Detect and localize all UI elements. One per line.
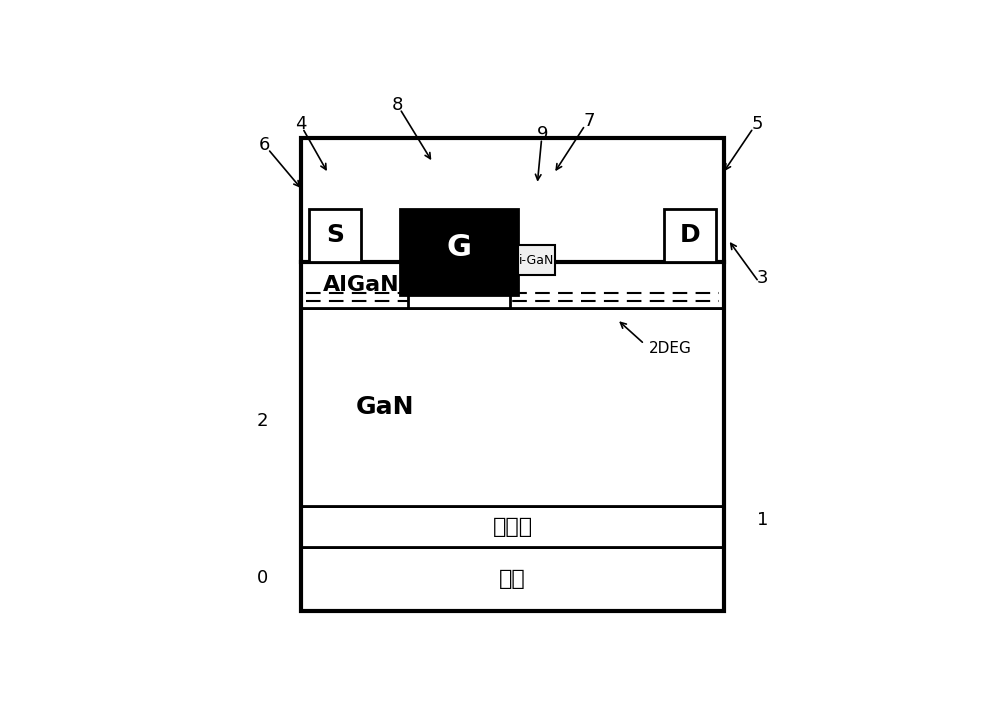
Text: 3: 3 — [757, 269, 768, 287]
Text: GaN: GaN — [356, 396, 414, 419]
Text: S: S — [326, 223, 344, 248]
Bar — [309, 209, 361, 261]
Bar — [301, 261, 724, 308]
Text: 9: 9 — [537, 125, 548, 143]
Text: 1: 1 — [757, 511, 768, 529]
Bar — [301, 548, 724, 610]
Bar — [400, 209, 518, 295]
Text: D: D — [679, 223, 700, 248]
Text: 6: 6 — [258, 136, 270, 154]
Text: 2: 2 — [257, 412, 268, 430]
Bar — [518, 245, 555, 276]
Bar — [301, 138, 724, 610]
Bar — [664, 209, 716, 261]
Text: 5: 5 — [751, 115, 763, 134]
Bar — [301, 506, 724, 548]
Text: 8: 8 — [391, 96, 403, 114]
Text: i-GaN: i-GaN — [519, 253, 554, 267]
Text: 0: 0 — [257, 569, 268, 587]
Text: 衬底: 衬底 — [499, 569, 526, 589]
Text: 2DEG: 2DEG — [649, 341, 692, 356]
Text: 4: 4 — [295, 115, 307, 134]
Text: AlGaN: AlGaN — [323, 275, 399, 295]
Bar — [301, 308, 724, 506]
Text: 成核层: 成核层 — [492, 517, 533, 537]
Bar — [408, 261, 510, 308]
Text: G: G — [446, 233, 471, 262]
Text: 7: 7 — [584, 112, 595, 131]
